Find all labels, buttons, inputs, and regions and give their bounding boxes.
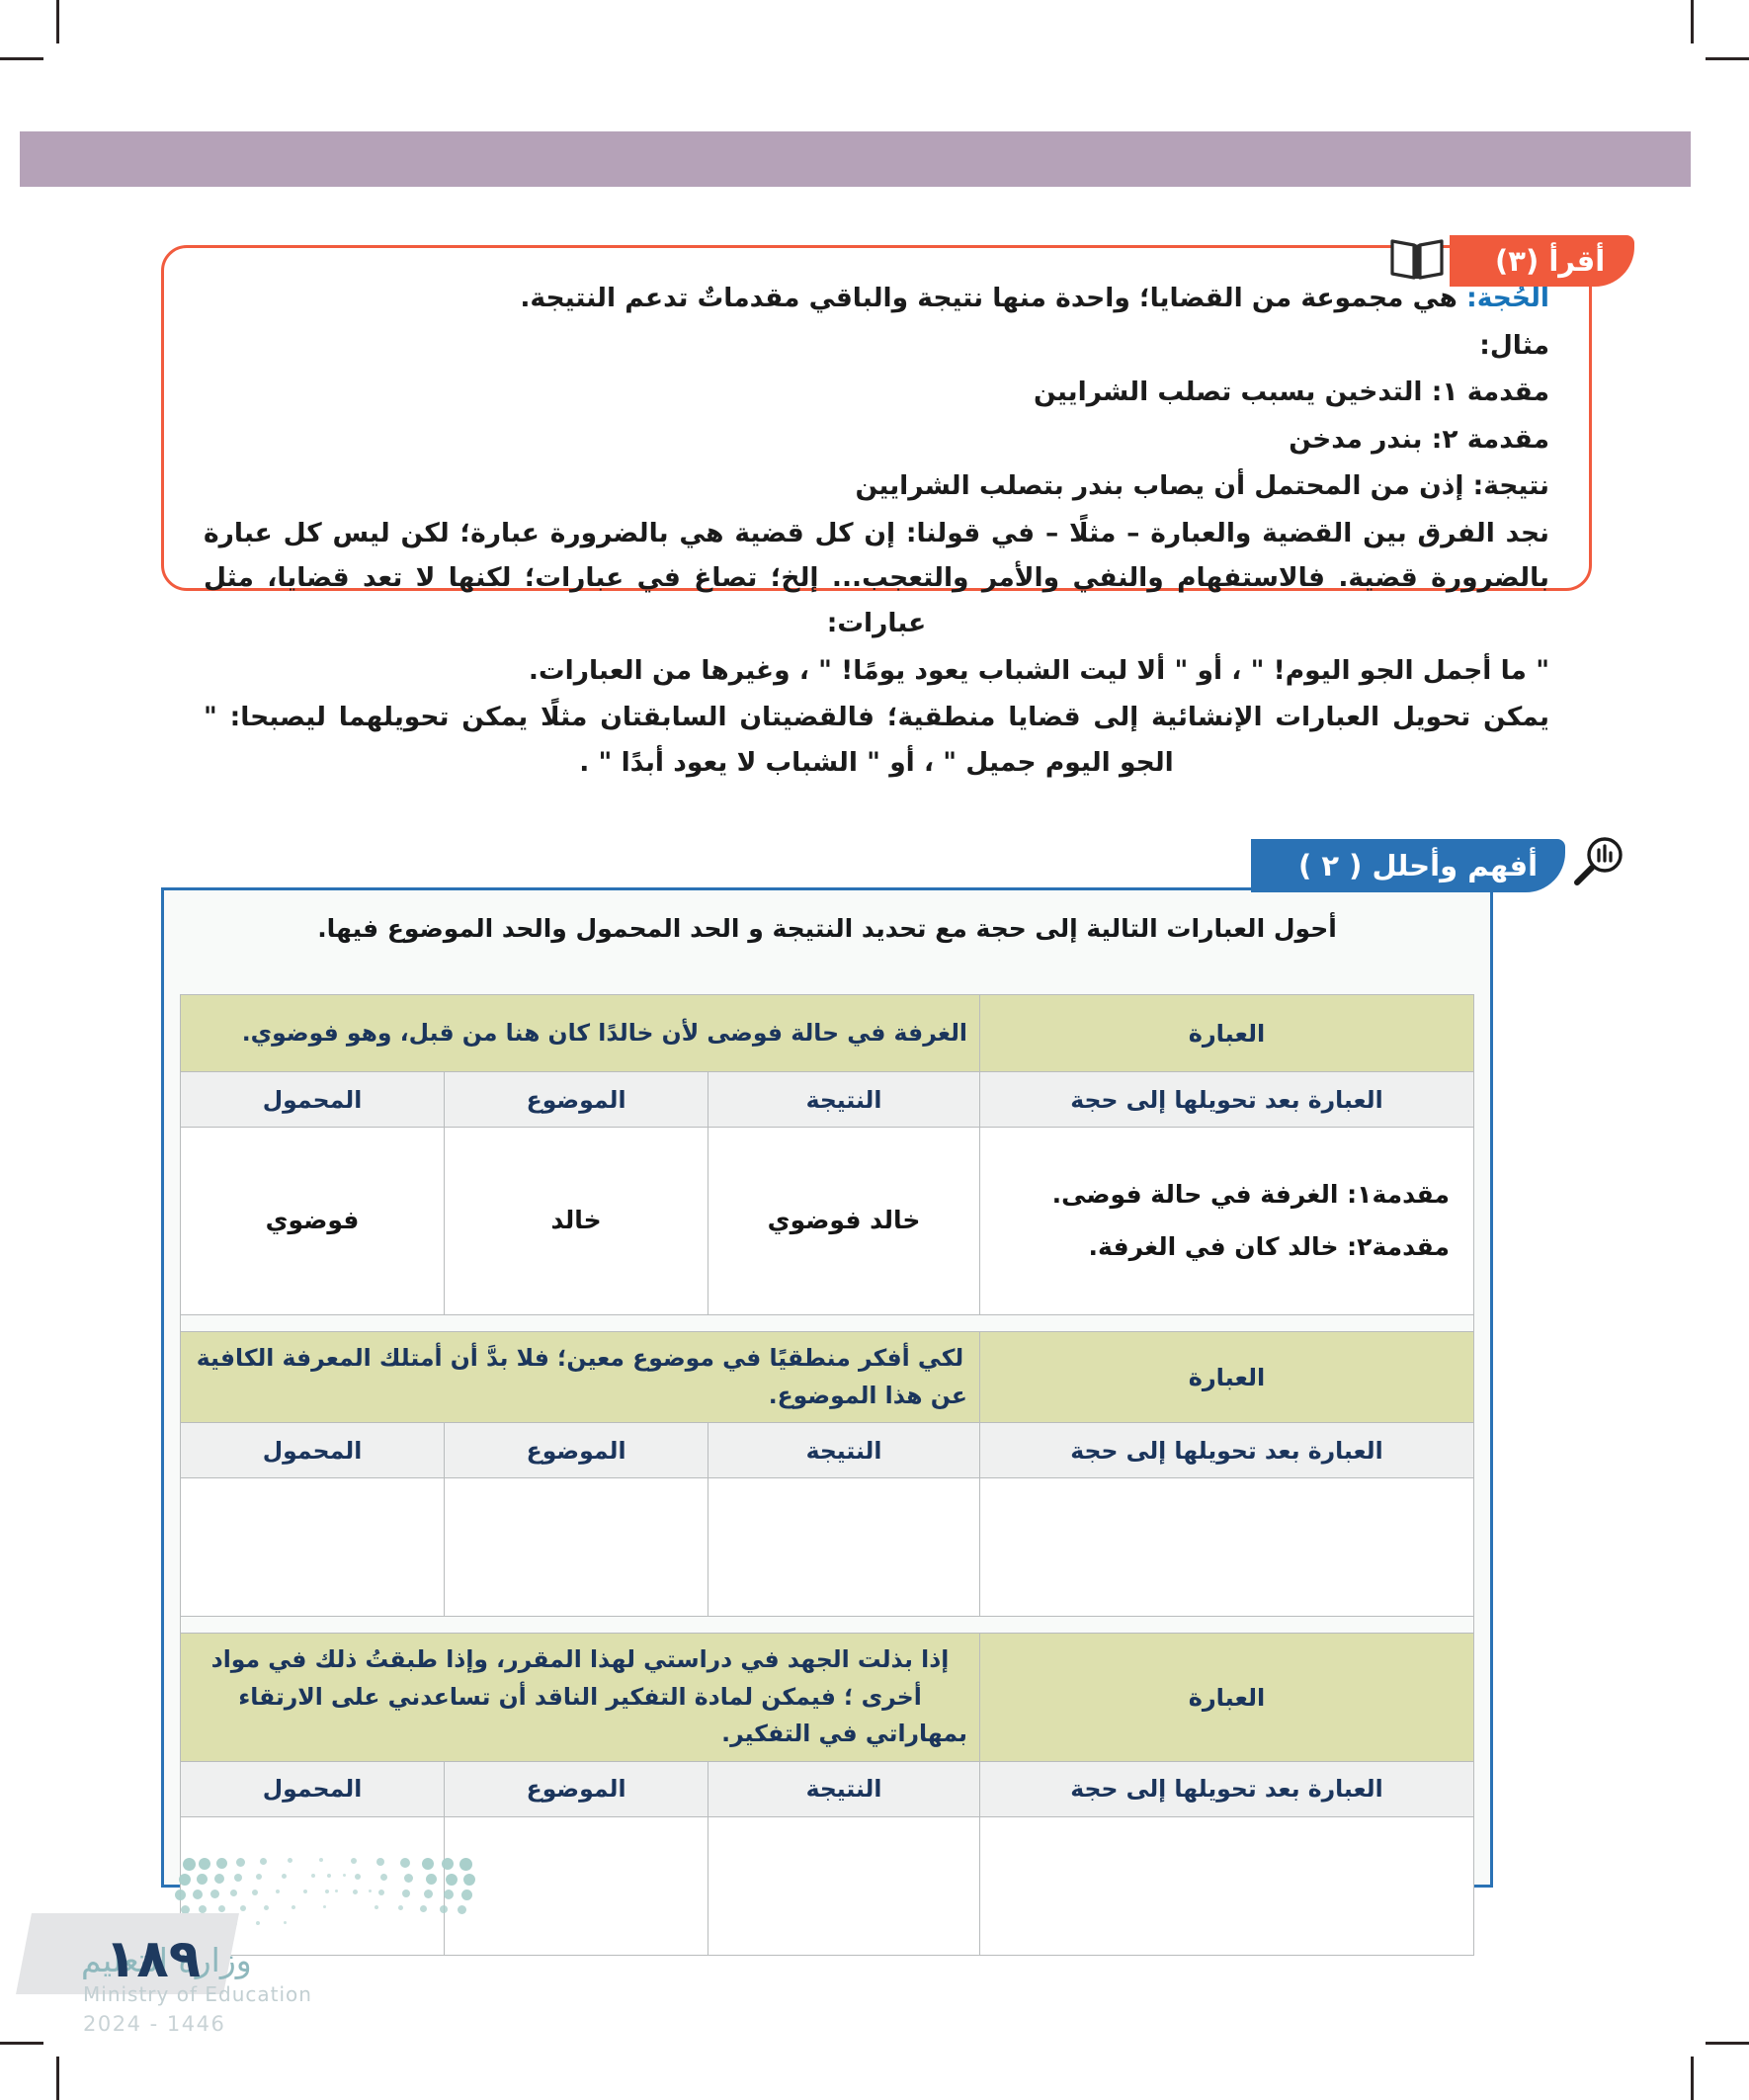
dotted-decoration (173, 1856, 475, 1945)
definition-text: هي مجموعة من القضايا؛ واحدة منها نتيجة و… (520, 283, 1467, 313)
page-footer: وزارة التعليم ١٨٩ Ministry of Education … (16, 1907, 348, 2056)
table-row (179, 1477, 1475, 1618)
paragraph-1: نجد الفرق بين القضية والعبارة – مثلًا – … (204, 517, 1549, 639)
table-row: العبارة لكي أفكر منطقيًا في موضوع معين؛ … (180, 1330, 1475, 1424)
statement-label-1: العبارة (978, 994, 1475, 1072)
analyze-badge-group: أفهم وأحلل ( ٢ ) (1251, 835, 1628, 896)
subject-cell-2[interactable] (444, 1477, 709, 1618)
ministry-years: 2024 - 1446 (83, 2012, 226, 2036)
column-header-subject-1: الموضوع (444, 1071, 709, 1128)
column-header-subject-2: الموضوع (444, 1422, 709, 1479)
exercise-table: العبارة الغرفة في حالة فوضى لأن خالدًا ك… (179, 994, 1475, 1956)
statement-text-3: إذا بذلت الجهد في دراستي لهذا المقرر، وإ… (180, 1633, 980, 1762)
table-header-row: العبارة بعد تحويلها إلى حجة النتيجة المو… (179, 1071, 1475, 1128)
argument-cell-2[interactable] (978, 1477, 1475, 1618)
crop-mark-top-right-vertical (1691, 0, 1694, 43)
magnifier-chart-icon (1565, 835, 1626, 896)
argument-cell-1[interactable]: مقدمة١: الغرفة في حالة فوضى. مقدمة٢: خال… (978, 1127, 1475, 1315)
table-spacer (180, 1616, 1474, 1635)
analyze-section-box: أحول العبارات التالية إلى حجة مع تحديد ا… (161, 887, 1493, 1956)
paragraph-2: " ما أجمل الجو اليوم! " ، أو " ألا ليت ا… (528, 654, 1549, 686)
premise-1: مقدمة ١: التدخين يسبب تصلب الشرايين (1033, 377, 1549, 408)
analyze-badge[interactable]: أفهم وأحلل ( ٢ ) (1251, 839, 1566, 892)
result-cell-3[interactable] (708, 1815, 980, 1956)
argument-premise-1: مقدمة١: الغرفة في حالة فوضى. (1051, 1180, 1450, 1209)
crop-mark-bottom-left-horizontal (0, 2042, 43, 2045)
subject-cell-1[interactable]: خالد (444, 1127, 709, 1315)
subject-cell-3[interactable] (444, 1815, 709, 1956)
book-icon (1388, 236, 1446, 286)
paragraph-3: يمكن تحويل العبارات الإنشائية إلى قضايا … (204, 702, 1549, 778)
result-cell-2[interactable] (708, 1477, 980, 1618)
conclusion: نتيجة: إذن من المحتمل أن يصاب بندر بتصلب… (855, 470, 1549, 502)
statement-label-3: العبارة (978, 1633, 1475, 1762)
table-row (179, 1815, 1475, 1956)
premise-2: مقدمة ٢: بندر مدخن (1289, 423, 1549, 455)
spacer-cell (180, 1616, 1474, 1635)
column-header-argument-1: العبارة بعد تحويلها إلى حجة (978, 1071, 1475, 1128)
column-header-predicate-2: المحمول (179, 1422, 446, 1479)
table-spacer (180, 1314, 1474, 1332)
column-header-result-1: النتيجة (708, 1071, 980, 1128)
crop-mark-top-left-horizontal (0, 57, 43, 60)
column-header-predicate-1: المحمول (179, 1071, 446, 1128)
statement-text-1: الغرفة في حالة فوضى لأن خالدًا كان هنا م… (180, 994, 980, 1072)
statement-label-2: العبارة (978, 1330, 1475, 1424)
definition-line: الحُجة: هي مجموعة من القضايا؛ واحدة منها… (204, 276, 1549, 321)
example-label: مثال: (1479, 329, 1549, 361)
argument-premise-2: مقدمة٢: خالد كان في الغرفة. (1088, 1231, 1450, 1261)
exercise-instruction: أحول العبارات التالية إلى حجة مع تحديد ا… (317, 914, 1337, 943)
top-banner (20, 131, 1691, 187)
column-header-predicate-3: المحمول (179, 1760, 446, 1817)
result-cell-1[interactable]: خالد فوضوي (708, 1127, 980, 1315)
column-header-argument-3: العبارة بعد تحويلها إلى حجة (978, 1760, 1475, 1817)
predicate-cell-2[interactable] (179, 1477, 446, 1618)
predicate-cell-1[interactable]: فوضوي (179, 1127, 446, 1315)
table-row: العبارة إذا بذلت الجهد في دراستي لهذا ال… (180, 1633, 1475, 1762)
table-row: العبارة الغرفة في حالة فوضى لأن خالدًا ك… (180, 994, 1475, 1072)
column-header-subject-3: الموضوع (444, 1760, 709, 1817)
read-badge-group: أقرأ (٣) (1382, 233, 1635, 289)
column-header-argument-2: العبارة بعد تحويلها إلى حجة (978, 1422, 1475, 1479)
column-header-result-3: النتيجة (708, 1760, 980, 1817)
crop-mark-bottom-left-vertical (56, 2057, 59, 2100)
table-row: مقدمة١: الغرفة في حالة فوضى. مقدمة٢: خال… (179, 1127, 1475, 1315)
read-section-box: الحُجة: هي مجموعة من القضايا؛ واحدة منها… (161, 245, 1592, 778)
term-label: الحُجة: (1466, 283, 1549, 313)
spacer-cell (180, 1314, 1474, 1332)
ministry-name-arabic: وزارة التعليم (81, 1941, 252, 1979)
statement-text-2: لكي أفكر منطقيًا في موضوع معين؛ فلا بدَّ… (180, 1330, 980, 1424)
exercise-table-wrapper: العبارة الغرفة في حالة فوضى لأن خالدًا ك… (179, 994, 1475, 1956)
crop-mark-bottom-right-horizontal (1706, 2042, 1749, 2045)
table-header-row: العبارة بعد تحويلها إلى حجة النتيجة المو… (179, 1422, 1475, 1479)
argument-cell-3[interactable] (978, 1815, 1475, 1956)
page-number: ١٨٩ (105, 1929, 202, 1989)
table-header-row: العبارة بعد تحويلها إلى حجة النتيجة المو… (179, 1760, 1475, 1817)
read-badge[interactable]: أقرأ (٣) (1450, 235, 1635, 287)
ministry-name-english: Ministry of Education (83, 1982, 312, 2006)
crop-mark-top-left-vertical (56, 0, 59, 43)
crop-mark-top-right-horizontal (1706, 57, 1749, 60)
crop-mark-bottom-right-vertical (1691, 2057, 1694, 2100)
read-section-body: الحُجة: هي مجموعة من القضايا؛ واحدة منها… (204, 276, 1549, 787)
column-header-result-2: النتيجة (708, 1422, 980, 1479)
